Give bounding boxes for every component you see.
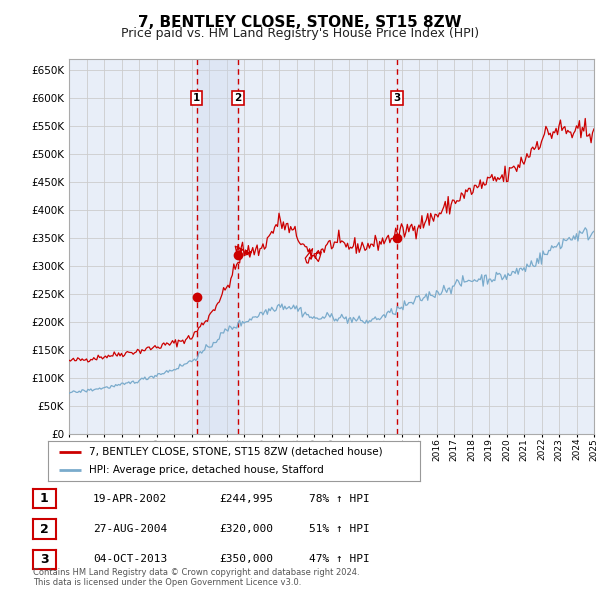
Text: £320,000: £320,000 [219, 525, 273, 534]
Text: HPI: Average price, detached house, Stafford: HPI: Average price, detached house, Staf… [89, 465, 323, 475]
Text: 7, BENTLEY CLOSE, STONE, ST15 8ZW: 7, BENTLEY CLOSE, STONE, ST15 8ZW [138, 15, 462, 30]
Text: 2: 2 [234, 93, 241, 103]
Text: 78% ↑ HPI: 78% ↑ HPI [309, 494, 370, 503]
Bar [197, 59, 238, 434]
Text: 3: 3 [40, 553, 49, 566]
Text: 27-AUG-2004: 27-AUG-2004 [93, 525, 167, 534]
Text: 51% ↑ HPI: 51% ↑ HPI [309, 525, 370, 534]
Text: 47% ↑ HPI: 47% ↑ HPI [309, 555, 370, 564]
Text: Price paid vs. HM Land Registry's House Price Index (HPI): Price paid vs. HM Land Registry's House … [121, 27, 479, 40]
Text: £244,995: £244,995 [219, 494, 273, 503]
Text: 1: 1 [40, 492, 49, 505]
Text: 7, BENTLEY CLOSE, STONE, ST15 8ZW (detached house): 7, BENTLEY CLOSE, STONE, ST15 8ZW (detac… [89, 447, 383, 457]
Text: 2: 2 [40, 523, 49, 536]
Text: 3: 3 [394, 93, 401, 103]
Text: 19-APR-2002: 19-APR-2002 [93, 494, 167, 503]
Text: 1: 1 [193, 93, 200, 103]
Text: Contains HM Land Registry data © Crown copyright and database right 2024.
This d: Contains HM Land Registry data © Crown c… [33, 568, 359, 587]
Text: 04-OCT-2013: 04-OCT-2013 [93, 555, 167, 564]
Text: £350,000: £350,000 [219, 555, 273, 564]
